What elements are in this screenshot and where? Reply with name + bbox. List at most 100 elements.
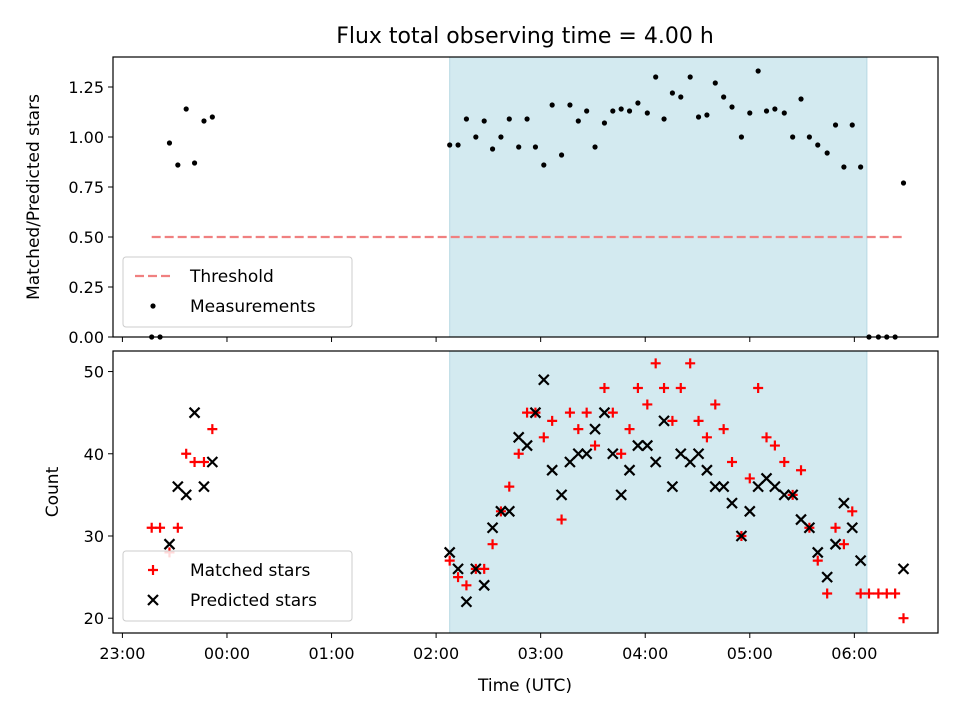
count-point [521, 439, 533, 452]
ratio-point [678, 94, 684, 100]
count-point [198, 456, 209, 467]
x-tick-label: 05:00 [727, 644, 773, 663]
ratio-point [738, 134, 745, 140]
ratio-point [626, 108, 633, 114]
x-tick-label: 23:00 [99, 644, 145, 663]
count-point [172, 522, 183, 533]
count-point [769, 480, 781, 493]
count-point [181, 448, 192, 459]
count-point [538, 373, 550, 386]
count-point [188, 406, 201, 419]
count-point [822, 588, 833, 599]
count-point [623, 464, 636, 476]
x-axis-label: Time (UTC) [477, 676, 572, 696]
x-tick-label: 04:00 [622, 644, 668, 663]
ratio-y-tick-label: 0.50 [68, 228, 104, 247]
count-point [890, 588, 901, 599]
ratio-point [473, 134, 479, 140]
count-point [753, 382, 764, 393]
count-point [573, 424, 584, 435]
ratio-point [849, 122, 855, 128]
count-point [632, 439, 644, 452]
count-panel: 23:00 00:00 01:00 02:00 03:00 04:00 05:00 06:00… [43, 350, 939, 663]
ratio-point [790, 134, 796, 140]
count-point [503, 505, 516, 518]
count-point [649, 456, 662, 468]
count-point [744, 473, 755, 484]
count-point [838, 539, 849, 550]
ratio-point [618, 106, 624, 112]
ratio-point [824, 150, 830, 156]
count-y-tick-label: 50 [84, 363, 104, 382]
count-point [189, 456, 200, 467]
count-point [897, 563, 910, 575]
count-frame [112, 350, 939, 634]
legend-predicted-swatch [147, 594, 159, 606]
count-point [710, 399, 721, 410]
count-point [709, 480, 722, 493]
ratio-point [635, 100, 641, 106]
count-point [744, 505, 756, 518]
count-point [453, 572, 464, 583]
ratio-y-tick-label: 1.25 [68, 78, 104, 97]
count-point [607, 407, 618, 418]
count-point [607, 447, 619, 460]
count-point [761, 432, 772, 443]
count-point [701, 464, 713, 476]
count-point [641, 439, 654, 452]
ratio-point [832, 122, 839, 128]
count-point [155, 522, 166, 533]
count-point [598, 406, 611, 419]
x-tick-label: 02:00 [413, 644, 459, 663]
count-point [674, 447, 687, 460]
ratio-point [506, 116, 512, 122]
count-point [580, 447, 593, 460]
count-point [786, 489, 799, 501]
count-point [685, 358, 696, 369]
legend-label: Matched stars [190, 561, 310, 581]
ratio-point [183, 106, 189, 112]
legend-label: Measurements [190, 297, 316, 317]
count-point [599, 382, 610, 393]
count-point [479, 563, 490, 574]
count-point [881, 588, 892, 599]
count-point [180, 489, 192, 501]
count-point [443, 546, 456, 559]
count-point [555, 489, 568, 501]
count-point [855, 588, 866, 599]
ratio-point [516, 144, 522, 150]
count-point [624, 424, 635, 435]
ratio-y-tick-label: 0.00 [68, 328, 104, 347]
count-point [642, 399, 653, 410]
ratio-point [209, 114, 215, 120]
ratio-point [175, 162, 181, 168]
ratio-point [763, 108, 770, 114]
count-point [581, 407, 592, 418]
count-point [522, 407, 533, 418]
count-point [478, 579, 490, 592]
ratio-point [610, 108, 616, 114]
count-point [667, 415, 678, 426]
count-point [207, 424, 218, 435]
count-point [206, 456, 219, 468]
count-point [778, 489, 791, 501]
ratio-legend [122, 256, 353, 328]
count-point [556, 514, 567, 525]
ratio-point [841, 164, 847, 170]
ratio-y-tick-label: 0.25 [68, 278, 104, 297]
count-point [717, 480, 730, 493]
ratio-point [463, 116, 470, 122]
ratio-point [575, 118, 581, 124]
count-point [847, 506, 858, 517]
count-point [538, 432, 549, 443]
ratio-y-tick-label: 0.75 [68, 178, 104, 197]
count-point [718, 424, 729, 435]
ratio-point [755, 68, 761, 74]
count-point [590, 440, 601, 451]
x-tick-label: 00:00 [204, 644, 250, 663]
ratio-y-tick-label: 1.00 [68, 128, 104, 147]
ratio-point [498, 134, 504, 140]
count-point [632, 382, 643, 393]
ratio-point [191, 160, 198, 166]
